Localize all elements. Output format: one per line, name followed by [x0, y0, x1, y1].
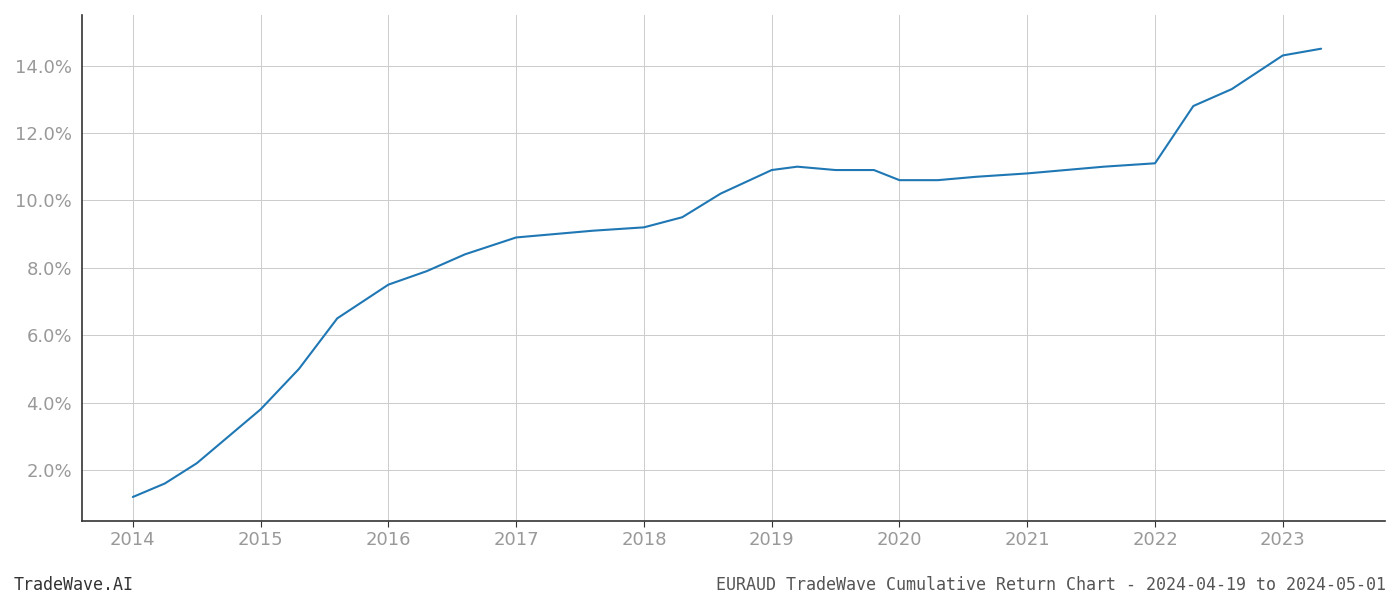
Text: TradeWave.AI: TradeWave.AI — [14, 576, 134, 594]
Text: EURAUD TradeWave Cumulative Return Chart - 2024-04-19 to 2024-05-01: EURAUD TradeWave Cumulative Return Chart… — [715, 576, 1386, 594]
